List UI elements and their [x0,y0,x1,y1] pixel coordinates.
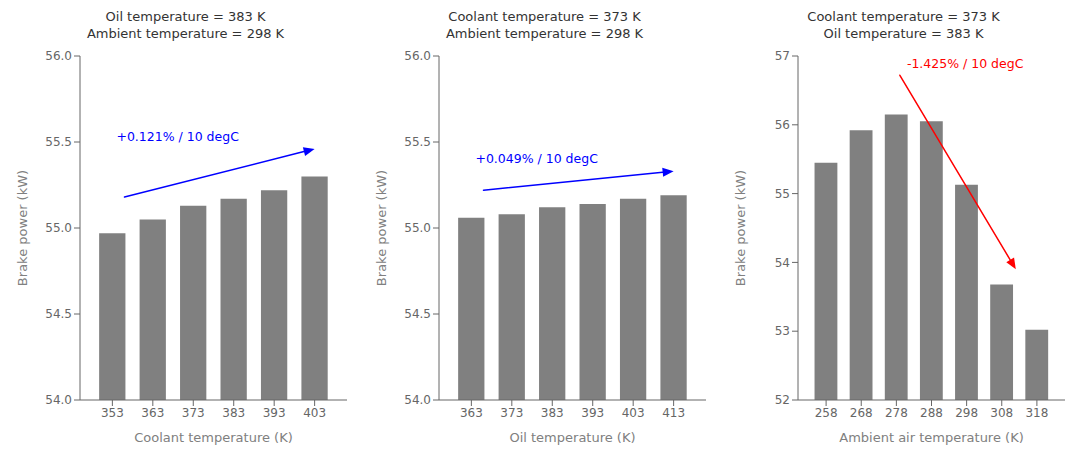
svg-text:393: 393 [263,406,286,420]
svg-text:55.0: 55.0 [404,221,431,235]
svg-text:Brake power (kW): Brake power (kW) [733,170,748,286]
svg-text:55.5: 55.5 [45,135,72,149]
svg-text:Brake power (kW): Brake power (kW) [15,170,30,286]
svg-text:363: 363 [141,406,164,420]
svg-text:288: 288 [920,406,943,420]
svg-text:403: 403 [303,406,326,420]
svg-text:54.5: 54.5 [45,307,72,321]
svg-text:268: 268 [850,406,873,420]
svg-text:57: 57 [775,49,790,63]
svg-text:+0.121% / 10 degC: +0.121% / 10 degC [116,129,239,144]
svg-text:56: 56 [775,118,790,132]
svg-text:+0.049% / 10 degC: +0.049% / 10 degC [475,151,598,166]
html-text:Ambient temperature = 298 K: Ambient temperature = 298 K [86,26,285,41]
svg-text:363: 363 [460,406,483,420]
svg-text:278: 278 [885,406,908,420]
svg-text:55.5: 55.5 [404,135,431,149]
svg-text:Ambient air temperature (K): Ambient air temperature (K) [839,430,1023,445]
svg-text:54.0: 54.0 [404,393,431,407]
svg-text:298: 298 [955,406,978,420]
svg-text:52: 52 [775,393,790,407]
svg-text:54.5: 54.5 [404,307,431,321]
svg-text:55: 55 [775,187,790,201]
svg-text:373: 373 [182,406,205,420]
svg-text:53: 53 [775,324,790,338]
svg-text:54: 54 [775,256,790,270]
svg-text:403: 403 [622,406,645,420]
svg-text:56.0: 56.0 [404,49,431,63]
svg-text:55.0: 55.0 [45,221,72,235]
svg-text:413: 413 [662,406,685,420]
html-text:Oil temperature = 383 K: Oil temperature = 383 K [823,26,984,41]
html-text:Coolant temperature = 373 K: Coolant temperature = 373 K [807,9,1000,24]
svg-text:Coolant temperature (K): Coolant temperature (K) [134,430,293,445]
svg-text:353: 353 [101,406,124,420]
svg-text:383: 383 [541,406,564,420]
svg-text:-1.425% / 10 degC: -1.425% / 10 degC [907,56,1024,71]
html-text:Ambient temperature = 298 K: Ambient temperature = 298 K [445,26,644,41]
svg-text:Oil temperature (K): Oil temperature (K) [509,430,635,445]
svg-text:383: 383 [222,406,245,420]
svg-text:393: 393 [581,406,604,420]
svg-text:318: 318 [1025,406,1048,420]
svg-text:Brake power (kW): Brake power (kW) [374,170,389,286]
svg-text:308: 308 [990,406,1013,420]
html-text:Oil temperature = 383 K: Oil temperature = 383 K [105,9,266,24]
html-text:Coolant temperature = 373 K: Coolant temperature = 373 K [448,9,641,24]
svg-text:56.0: 56.0 [45,49,72,63]
svg-text:373: 373 [500,406,523,420]
svg-text:258: 258 [815,406,838,420]
svg-text:54.0: 54.0 [45,393,72,407]
